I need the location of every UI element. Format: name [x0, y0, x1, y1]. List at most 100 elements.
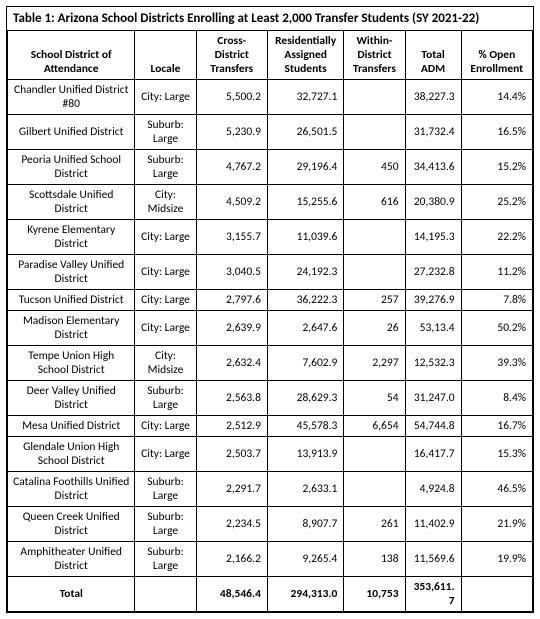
cell-pct: 39.3% [461, 346, 532, 381]
total-locale [135, 577, 196, 612]
cell-locale: Suburb: Large [135, 507, 196, 542]
cell-pct: 8.4% [461, 381, 532, 416]
cell-name: Catalina Foothills Unified District [8, 472, 135, 507]
cell-adm: 11,569.6 [405, 542, 461, 577]
col-header-name: School District of Attendance [8, 31, 135, 80]
cell-adm: 34,413.6 [405, 150, 461, 185]
cell-wdt: 6,654 [344, 416, 405, 437]
cell-locale: Suburb: Large [135, 150, 196, 185]
cell-adm: 31,732.4 [405, 115, 461, 150]
cell-name: Paradise Valley Unified District [8, 255, 135, 290]
cell-locale: Suburb: Large [135, 472, 196, 507]
cell-cdt: 4,509.2 [196, 185, 267, 220]
cell-cdt: 5,230.9 [196, 115, 267, 150]
total-cdt: 48,546.4 [196, 577, 267, 612]
cell-name: Peoria Unified School District [8, 150, 135, 185]
cell-wdt [344, 220, 405, 255]
cell-wdt [344, 80, 405, 115]
cell-name: Scottsdale Unified District [8, 185, 135, 220]
cell-adm: 11,402.9 [405, 507, 461, 542]
cell-locale: Suburb: Large [135, 542, 196, 577]
cell-cdt: 3,040.5 [196, 255, 267, 290]
cell-pct: 7.8% [461, 290, 532, 311]
total-wdt: 10,753 [344, 577, 405, 612]
cell-wdt: 54 [344, 381, 405, 416]
cell-name: Kyrene Elementary District [8, 220, 135, 255]
col-header-ras: Residentially Assigned Students [267, 31, 343, 80]
cell-ras: 7,602.9 [267, 346, 343, 381]
cell-adm: 54,744.8 [405, 416, 461, 437]
cell-cdt: 2,639.9 [196, 311, 267, 346]
cell-adm: 53,13.4 [405, 311, 461, 346]
cell-name: Gilbert Unified District [8, 115, 135, 150]
cell-locale: City: Large [135, 416, 196, 437]
total-adm: 353,611.7 [405, 577, 461, 612]
table-row: Kyrene Elementary DistrictCity: Large3,1… [8, 220, 533, 255]
cell-adm: 31,247.0 [405, 381, 461, 416]
cell-adm: 38,227.3 [405, 80, 461, 115]
cell-ras: 29,196.4 [267, 150, 343, 185]
cell-adm: 20,380.9 [405, 185, 461, 220]
cell-cdt: 2,166.2 [196, 542, 267, 577]
total-pct [461, 577, 532, 612]
cell-name: Tucson Unified District [8, 290, 135, 311]
cell-ras: 28,629.3 [267, 381, 343, 416]
cell-ras: 2,647.6 [267, 311, 343, 346]
cell-name: Chandler Unified District #80 [8, 80, 135, 115]
header-row: School District of Attendance Locale Cro… [8, 31, 533, 80]
cell-ras: 15,255.6 [267, 185, 343, 220]
table-row: Amphitheater Unified DistrictSuburb: Lar… [8, 542, 533, 577]
cell-adm: 39,276.9 [405, 290, 461, 311]
table-title: Table 1: Arizona School Districts Enroll… [7, 7, 533, 30]
cell-pct: 11.2% [461, 255, 532, 290]
cell-locale: City: Large [135, 220, 196, 255]
total-label: Total [8, 577, 135, 612]
cell-cdt: 2,632.4 [196, 346, 267, 381]
cell-adm: 16,417.7 [405, 437, 461, 472]
cell-cdt: 2,291.7 [196, 472, 267, 507]
table-row: Tempe Union High School DistrictCity: Mi… [8, 346, 533, 381]
table-row: Queen Creek Unified DistrictSuburb: Larg… [8, 507, 533, 542]
table-row: Mesa Unified DistrictCity: Large2,512.94… [8, 416, 533, 437]
cell-cdt: 4,767.2 [196, 150, 267, 185]
cell-name: Madison Elementary District [8, 311, 135, 346]
cell-cdt: 2,503.7 [196, 437, 267, 472]
cell-pct: 25.2% [461, 185, 532, 220]
cell-pct: 22.2% [461, 220, 532, 255]
cell-wdt: 2,297 [344, 346, 405, 381]
col-header-wdt: Within-District Transfers [344, 31, 405, 80]
cell-pct: 15.3% [461, 437, 532, 472]
table-row: Deer Valley Unified DistrictSuburb: Larg… [8, 381, 533, 416]
table-row: Chandler Unified District #80City: Large… [8, 80, 533, 115]
table-row: Madison Elementary DistrictCity: Large2,… [8, 311, 533, 346]
table-container: Table 1: Arizona School Districts Enroll… [6, 6, 534, 613]
table-row: Tucson Unified DistrictCity: Large2,797.… [8, 290, 533, 311]
cell-ras: 13,913.9 [267, 437, 343, 472]
total-row: Total48,546.4294,313.010,753353,611.7 [8, 577, 533, 612]
cell-adm: 14,195.3 [405, 220, 461, 255]
table-row: Glendale Union High School DistrictCity:… [8, 437, 533, 472]
cell-ras: 26,501.5 [267, 115, 343, 150]
cell-pct: 16.5% [461, 115, 532, 150]
cell-name: Deer Valley Unified District [8, 381, 135, 416]
cell-cdt: 5,500.2 [196, 80, 267, 115]
table-row: Peoria Unified School DistrictSuburb: La… [8, 150, 533, 185]
cell-wdt: 616 [344, 185, 405, 220]
cell-wdt: 26 [344, 311, 405, 346]
cell-pct: 50.2% [461, 311, 532, 346]
cell-wdt: 450 [344, 150, 405, 185]
cell-wdt: 138 [344, 542, 405, 577]
cell-locale: City: Large [135, 255, 196, 290]
cell-adm: 27,232.8 [405, 255, 461, 290]
cell-ras: 8,907.7 [267, 507, 343, 542]
cell-pct: 46.5% [461, 472, 532, 507]
cell-pct: 15.2% [461, 150, 532, 185]
cell-cdt: 2,797.6 [196, 290, 267, 311]
cell-pct: 16.7% [461, 416, 532, 437]
table-row: Gilbert Unified DistrictSuburb: Large5,2… [8, 115, 533, 150]
cell-ras: 9,265.4 [267, 542, 343, 577]
cell-ras: 36,222.3 [267, 290, 343, 311]
cell-pct: 14.4% [461, 80, 532, 115]
cell-cdt: 2,234.5 [196, 507, 267, 542]
table-body: Chandler Unified District #80 City: Large… [8, 80, 533, 612]
